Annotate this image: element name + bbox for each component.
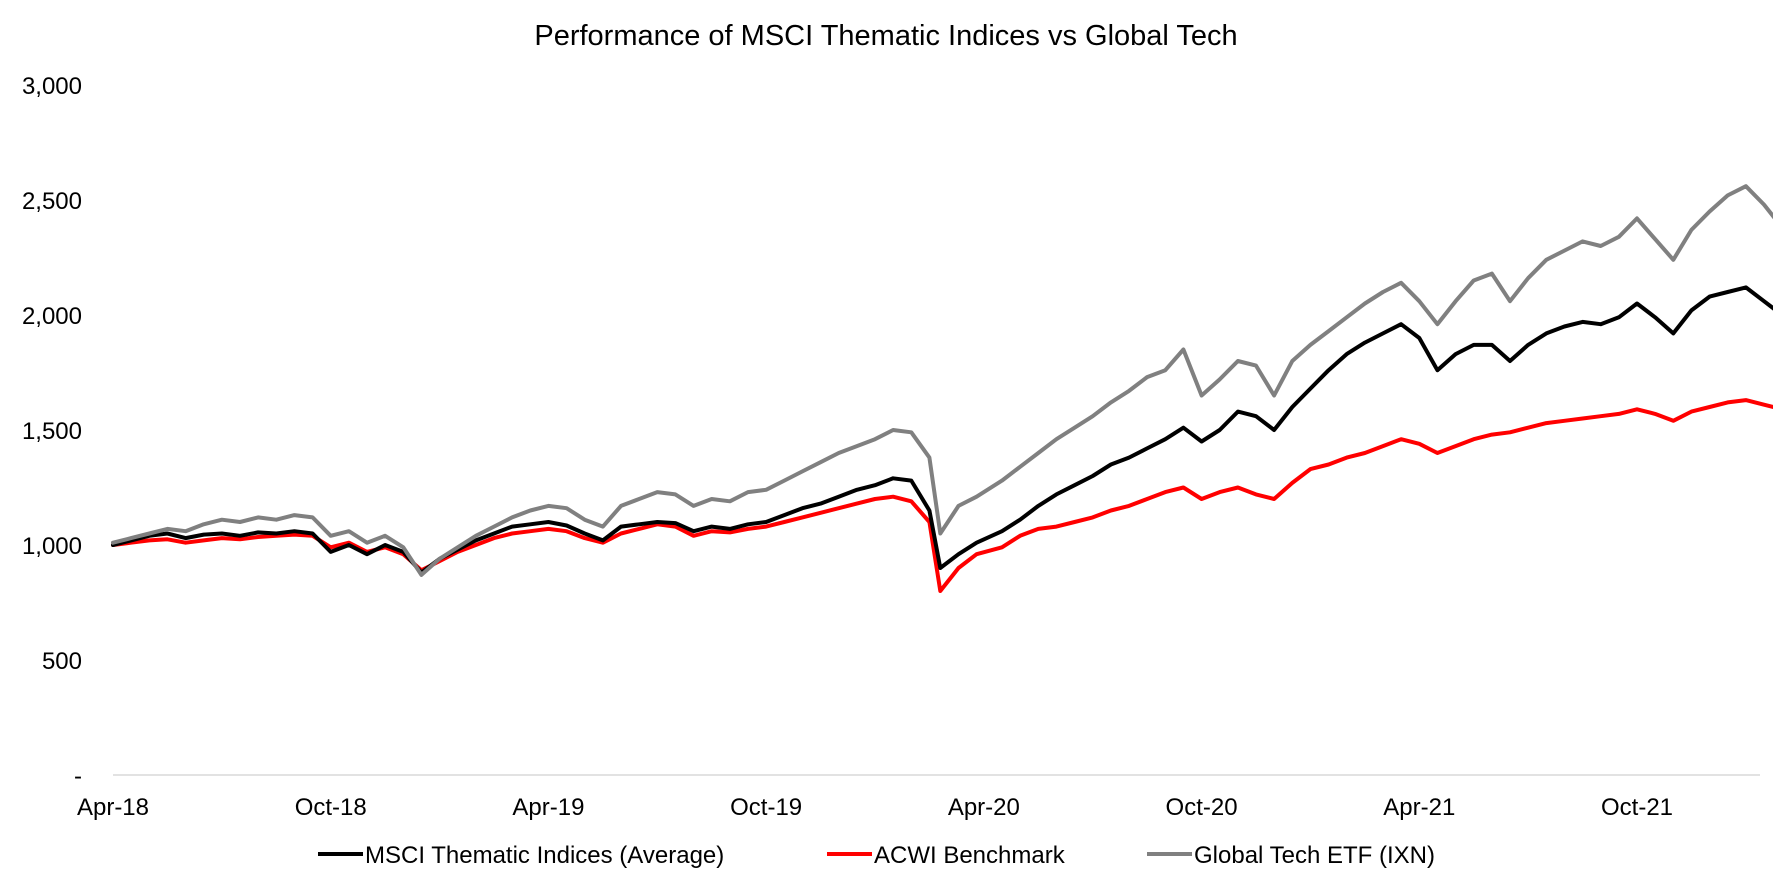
x-tick-label: Apr-21 (1383, 794, 1455, 821)
legend-label-2: Global Tech ETF (IXN) (1194, 842, 1435, 869)
chart-title: Performance of MSCI Thematic Indices vs … (534, 20, 1237, 52)
y-axis: - 500 1,000 1,500 2,000 2,500 3,000 (22, 73, 82, 790)
x-tick-label: Apr-18 (77, 794, 149, 821)
legend-label-1: ACWI Benchmark (874, 842, 1066, 869)
series-lines (111, 184, 1773, 593)
y-tick-label: 1,500 (22, 418, 82, 445)
x-tick-label: Oct-18 (295, 794, 367, 821)
legend-label-0: MSCI Thematic Indices (Average) (365, 842, 724, 869)
x-tick-label: Oct-19 (730, 794, 802, 821)
series-line-1 (111, 398, 1773, 593)
legend: MSCI Thematic Indices (Average) ACWI Benc… (318, 842, 1435, 869)
x-tick-label: Oct-20 (1166, 794, 1238, 821)
x-tick-label: Oct-21 (1601, 794, 1673, 821)
x-tick-label: Apr-19 (512, 794, 584, 821)
y-tick-label: 3,000 (22, 73, 82, 100)
y-tick-label: 2,500 (22, 188, 82, 215)
y-tick-label: 2,000 (22, 303, 82, 330)
x-tick-label: Apr-20 (948, 794, 1020, 821)
y-tick-label: 500 (42, 648, 82, 675)
series-line-2 (111, 184, 1773, 577)
y-tick-label: 1,000 (22, 533, 82, 560)
x-axis: Apr-18 Oct-18 Apr-19 Oct-19 Apr-20 Oct-20 Apr-… (77, 774, 1760, 821)
y-tick-label: - (74, 763, 82, 790)
